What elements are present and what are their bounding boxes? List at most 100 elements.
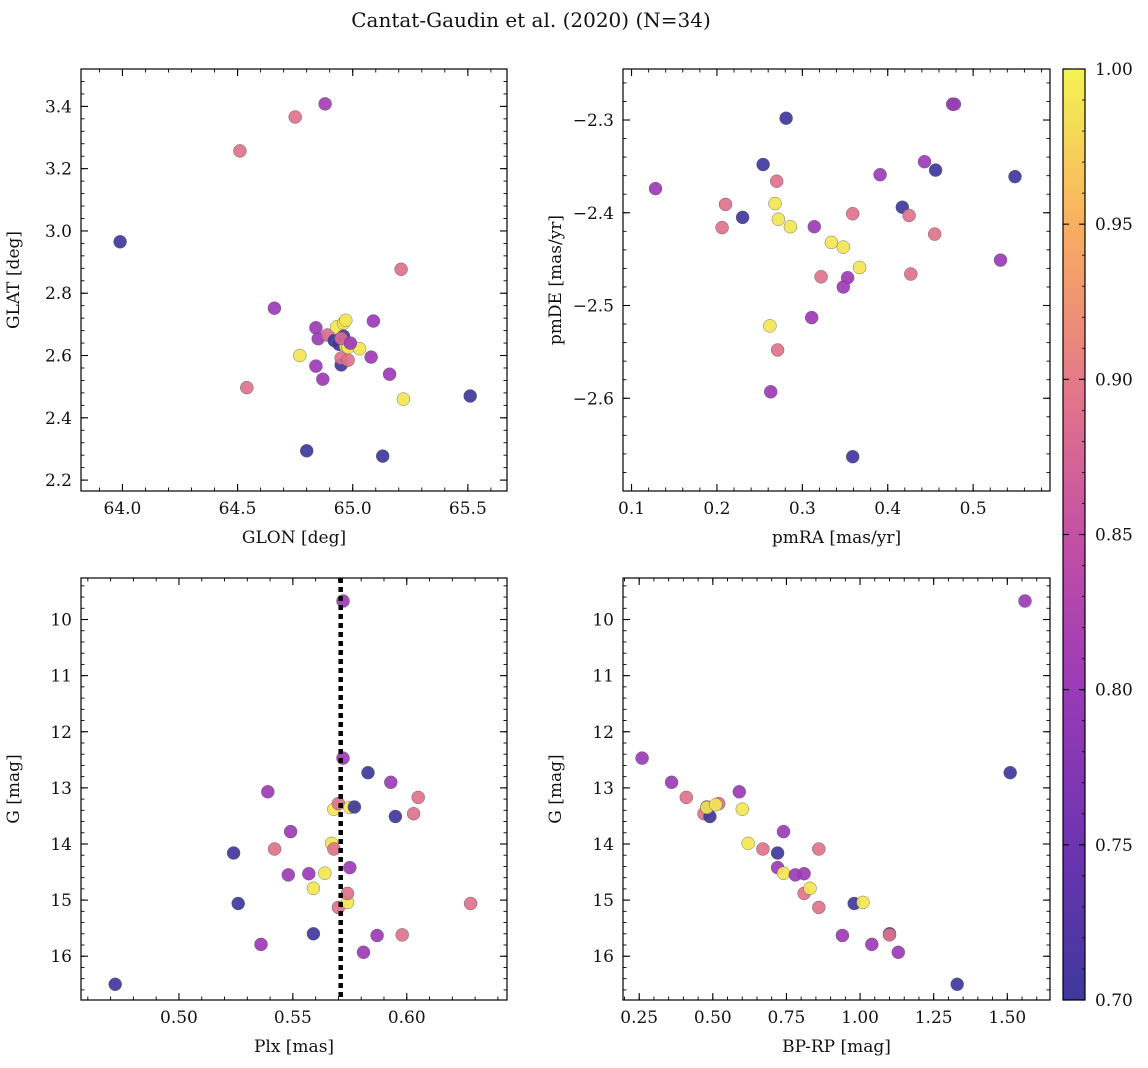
panel-color-magnitude: 0.25 0.50 0.75 1.00 1.25 1.50 10 11 12 13 14 15 16 BP… [546, 577, 1051, 1057]
scatter-point [735, 210, 750, 225]
scatter-point [254, 937, 268, 952]
scatter-point [406, 807, 421, 821]
scatter-point [812, 900, 826, 915]
scatter-point [306, 927, 321, 941]
y-tick-label: 10 [50, 611, 72, 631]
scatter-point [309, 321, 323, 335]
scatter-point [343, 336, 358, 350]
scatter-point [1003, 766, 1017, 780]
scatter-point [361, 766, 375, 780]
colorbar: 0.70 0.75 0.80 0.85 0.90 0.95 1.00 [1062, 60, 1133, 1011]
scatter-point [803, 881, 817, 895]
scatter-point [226, 846, 241, 860]
scatter-point [288, 110, 302, 124]
y-tick-label: −2.5 [573, 297, 614, 317]
scatter-point [917, 154, 932, 169]
x-tick-label: 0.1 [618, 499, 645, 519]
y-tick-label: 16 [592, 947, 614, 967]
axes-frame [622, 577, 1051, 1001]
scatter-point [805, 310, 819, 325]
colorbar-tick-label: 0.80 [1095, 681, 1133, 701]
y-tick-label: 3.0 [45, 222, 72, 242]
y-axis-label: G [mag] [4, 754, 24, 823]
scatter-point [396, 392, 411, 406]
scatter-point [463, 896, 478, 911]
colorbar-tick-label: 0.70 [1095, 991, 1133, 1011]
x-tick-label: 0.55 [274, 1008, 312, 1028]
scatter-point [411, 790, 425, 805]
scatter-point [846, 206, 860, 221]
scatter-point [735, 802, 749, 816]
x-tick-label: 64.5 [219, 499, 257, 519]
scatter-point [233, 144, 247, 158]
scatter-point [764, 385, 778, 399]
scatter-point [756, 157, 770, 172]
scatter-point [231, 896, 245, 911]
scatter-point [648, 181, 663, 196]
y-tick-label: 3.2 [45, 160, 72, 180]
scatter-point [376, 449, 390, 463]
scatter-point [902, 208, 916, 223]
y-tick-label: −2.4 [573, 204, 614, 224]
scatter-point [768, 196, 782, 211]
x-tick-label: 64.0 [104, 499, 142, 519]
y-tick-label: 2.2 [45, 471, 72, 491]
x-tick-label: 0.75 [768, 1008, 806, 1028]
scatter-point [732, 785, 746, 799]
axes-frame [80, 577, 508, 1001]
scatter-point [836, 240, 850, 254]
scatter-point [370, 928, 384, 943]
x-tick-label: 0.25 [620, 1008, 658, 1028]
scatter-point [356, 945, 371, 959]
scatter-point [306, 881, 321, 895]
scatter-point [341, 353, 355, 367]
y-tick-label: 2.8 [45, 284, 72, 304]
scatter-point [343, 860, 357, 875]
y-tick-label: 14 [592, 835, 614, 855]
scatter-point [779, 111, 793, 125]
scatter-point [835, 928, 850, 943]
scatter-point [267, 301, 282, 315]
x-tick-label: 0.50 [694, 1008, 732, 1028]
scatter-point [281, 868, 295, 882]
y-tick-label: 11 [50, 667, 72, 687]
y-tick-label: 10 [592, 611, 614, 631]
scatter-point [339, 313, 353, 327]
scatter-point [384, 775, 398, 789]
scatter-point [856, 895, 870, 910]
scatter-point [836, 280, 850, 294]
scatter-point [366, 314, 381, 328]
scatter-point [928, 227, 942, 241]
scatter-point [797, 867, 811, 881]
scatter-point [463, 389, 477, 403]
scatter-point [347, 800, 362, 814]
colorbar-tick-label: 1.00 [1095, 60, 1133, 80]
scatter-point [300, 444, 314, 458]
y-tick-label: 13 [592, 779, 614, 799]
scatter-point [812, 842, 826, 856]
scatter-point [316, 372, 330, 386]
scatter-point [388, 809, 403, 824]
x-axis-label: BP-RP [mag] [782, 1037, 891, 1057]
panel-parallax-magnitude: 0.50 0.55 0.60 10 11 12 13 14 15 16 Plx [mas] G [ma… [4, 577, 508, 1057]
x-tick-label: 1.00 [841, 1008, 879, 1028]
scatter-point [776, 866, 791, 880]
scatter-point [336, 751, 350, 765]
x-axis-label: Plx [mas] [254, 1037, 334, 1057]
colorbar-tick-label: 0.90 [1095, 370, 1133, 390]
scatter-point [904, 267, 918, 281]
y-tick-label: 15 [592, 891, 614, 911]
y-axis-label: GLAT [deg] [4, 231, 24, 329]
x-tick-label: 0.4 [874, 499, 901, 519]
scatter-point [327, 842, 341, 856]
y-tick-label: 12 [592, 723, 614, 743]
y-tick-label: −2.6 [573, 389, 614, 409]
scatter-point [709, 798, 723, 812]
colorbar-tick-label: 0.75 [1095, 836, 1133, 856]
y-tick-label: 14 [50, 835, 72, 855]
y-tick-label: 3.4 [45, 97, 72, 117]
scatter-point [873, 167, 887, 182]
y-axis-label: G [mag] [546, 754, 566, 823]
x-tick-label: 1.50 [988, 1008, 1026, 1028]
scatter-point [113, 235, 127, 249]
